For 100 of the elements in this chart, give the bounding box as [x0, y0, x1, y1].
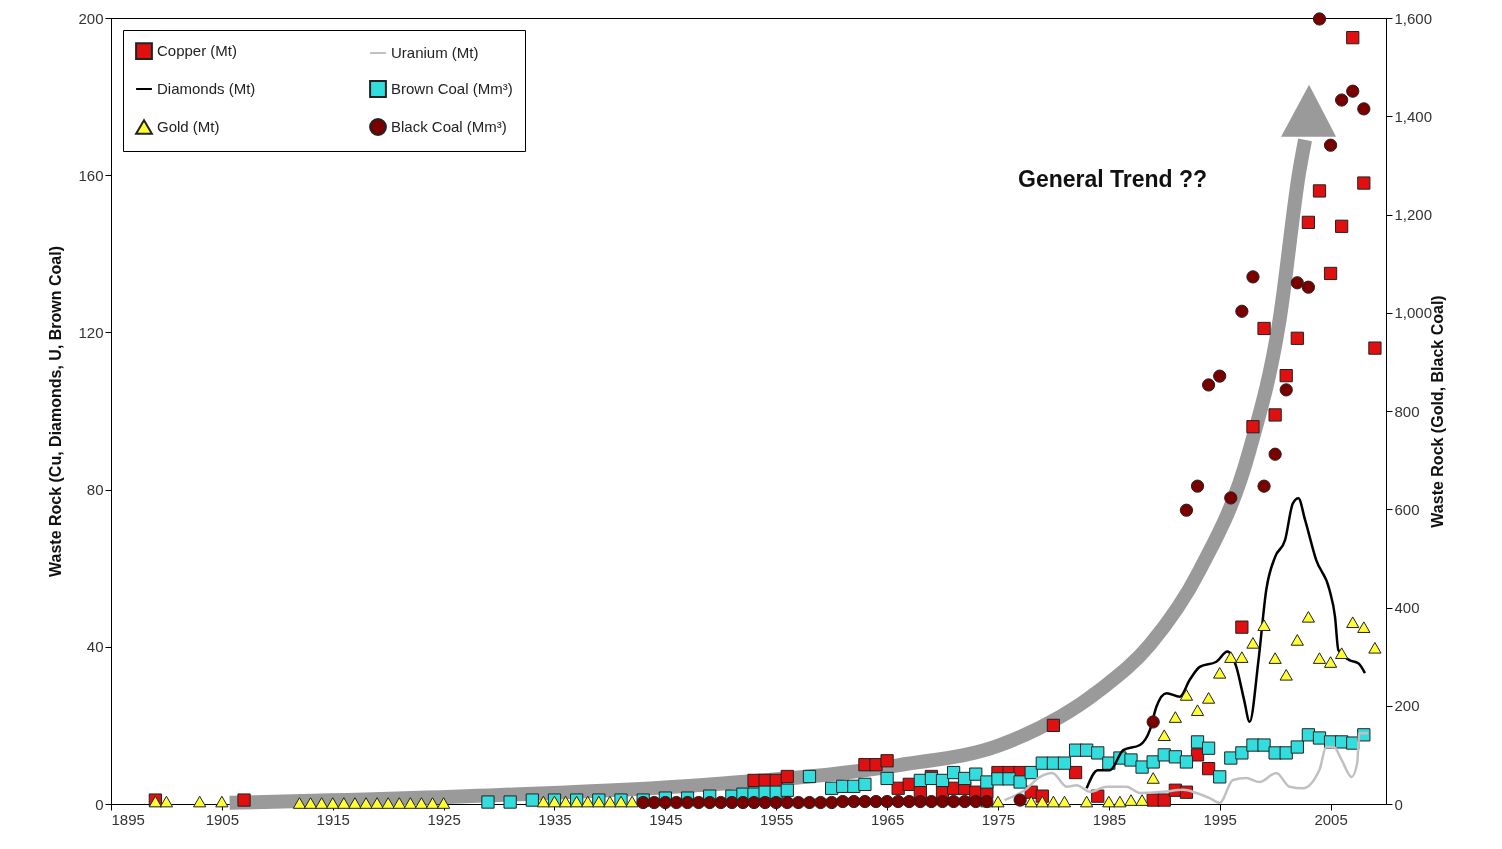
point [1335, 93, 1349, 107]
point [292, 797, 307, 809]
point [691, 795, 706, 810]
x-tick-label: 1985 [1092, 810, 1127, 828]
y2-tick-label: 200 [1394, 697, 1420, 715]
point [1312, 184, 1327, 198]
point [370, 797, 384, 809]
point [1357, 102, 1371, 116]
x-tick-label: 1975 [981, 810, 1016, 828]
point [1346, 31, 1360, 45]
y-tick-label: 200 [78, 9, 104, 27]
point [1301, 215, 1316, 229]
point [1290, 276, 1304, 290]
point [769, 795, 783, 810]
point [1135, 794, 1149, 806]
point [1068, 765, 1083, 780]
point [791, 795, 806, 810]
point [1357, 176, 1371, 190]
line-series [1085, 497, 1367, 790]
point [969, 794, 983, 809]
point [425, 797, 440, 809]
point [1357, 621, 1371, 633]
x-tick-label: 1895 [111, 810, 145, 828]
point [558, 795, 573, 808]
y2-tick-label: 1,400 [1394, 107, 1433, 125]
legend-label: Gold (Mt) [157, 118, 220, 135]
point [647, 795, 661, 810]
point [1279, 369, 1293, 383]
point [858, 794, 872, 809]
point [536, 795, 551, 808]
point [359, 797, 373, 809]
point [1323, 656, 1338, 668]
point [1224, 491, 1238, 505]
point [1290, 331, 1304, 345]
point [1346, 616, 1360, 629]
y2-tick-label: 1,600 [1394, 9, 1433, 27]
point [847, 794, 861, 809]
point [581, 795, 595, 808]
point [1268, 652, 1282, 664]
point [1113, 795, 1127, 808]
point [1024, 795, 1038, 808]
point [1279, 383, 1293, 397]
annotation: General Trend ?? [1018, 166, 1208, 192]
point [1080, 795, 1094, 808]
point [1224, 651, 1238, 663]
point [1013, 793, 1027, 807]
point [1312, 652, 1327, 664]
point [1246, 270, 1260, 284]
point [758, 795, 772, 810]
x-tick-label: 1965 [870, 810, 905, 828]
x-tick-label: 1935 [538, 810, 572, 828]
point [237, 793, 251, 807]
point [348, 797, 362, 809]
point [747, 795, 761, 810]
point [1213, 667, 1227, 679]
point [836, 794, 850, 809]
point [1046, 795, 1061, 808]
point [159, 795, 174, 808]
point [1268, 408, 1282, 422]
point [880, 794, 894, 809]
point [1323, 266, 1338, 281]
point [381, 797, 395, 809]
point [1157, 793, 1171, 807]
point [1268, 447, 1282, 461]
x-tick-label: 1945 [649, 810, 683, 828]
point [1057, 795, 1072, 808]
y-tick-label: 120 [78, 323, 104, 341]
point [1046, 718, 1061, 733]
point [1335, 647, 1349, 659]
point [902, 777, 916, 791]
point [924, 794, 939, 809]
point [1235, 304, 1249, 318]
point [315, 797, 329, 809]
point [1102, 795, 1116, 808]
point [337, 797, 351, 809]
y2-tick-label: 1,000 [1394, 304, 1433, 322]
point [1257, 479, 1271, 493]
point [1179, 689, 1194, 701]
point [1290, 634, 1304, 646]
point [991, 795, 1005, 808]
point [1190, 479, 1205, 493]
y2-tick-label: 600 [1394, 500, 1420, 518]
legend-label: Diamonds (Mt) [157, 80, 256, 97]
point [813, 795, 828, 810]
x-tick-label: 1905 [205, 810, 240, 828]
point [303, 797, 318, 809]
legend-label: Uranium (Mt) [391, 44, 479, 61]
point [669, 795, 684, 810]
point [1312, 12, 1327, 26]
point [414, 797, 429, 809]
point [1201, 762, 1216, 776]
point [1323, 138, 1338, 152]
point [1168, 711, 1182, 723]
point [625, 795, 639, 808]
point [392, 797, 406, 809]
point [935, 794, 950, 809]
point [1346, 84, 1360, 98]
point [1246, 637, 1260, 649]
point [1190, 704, 1205, 716]
point [880, 754, 894, 768]
